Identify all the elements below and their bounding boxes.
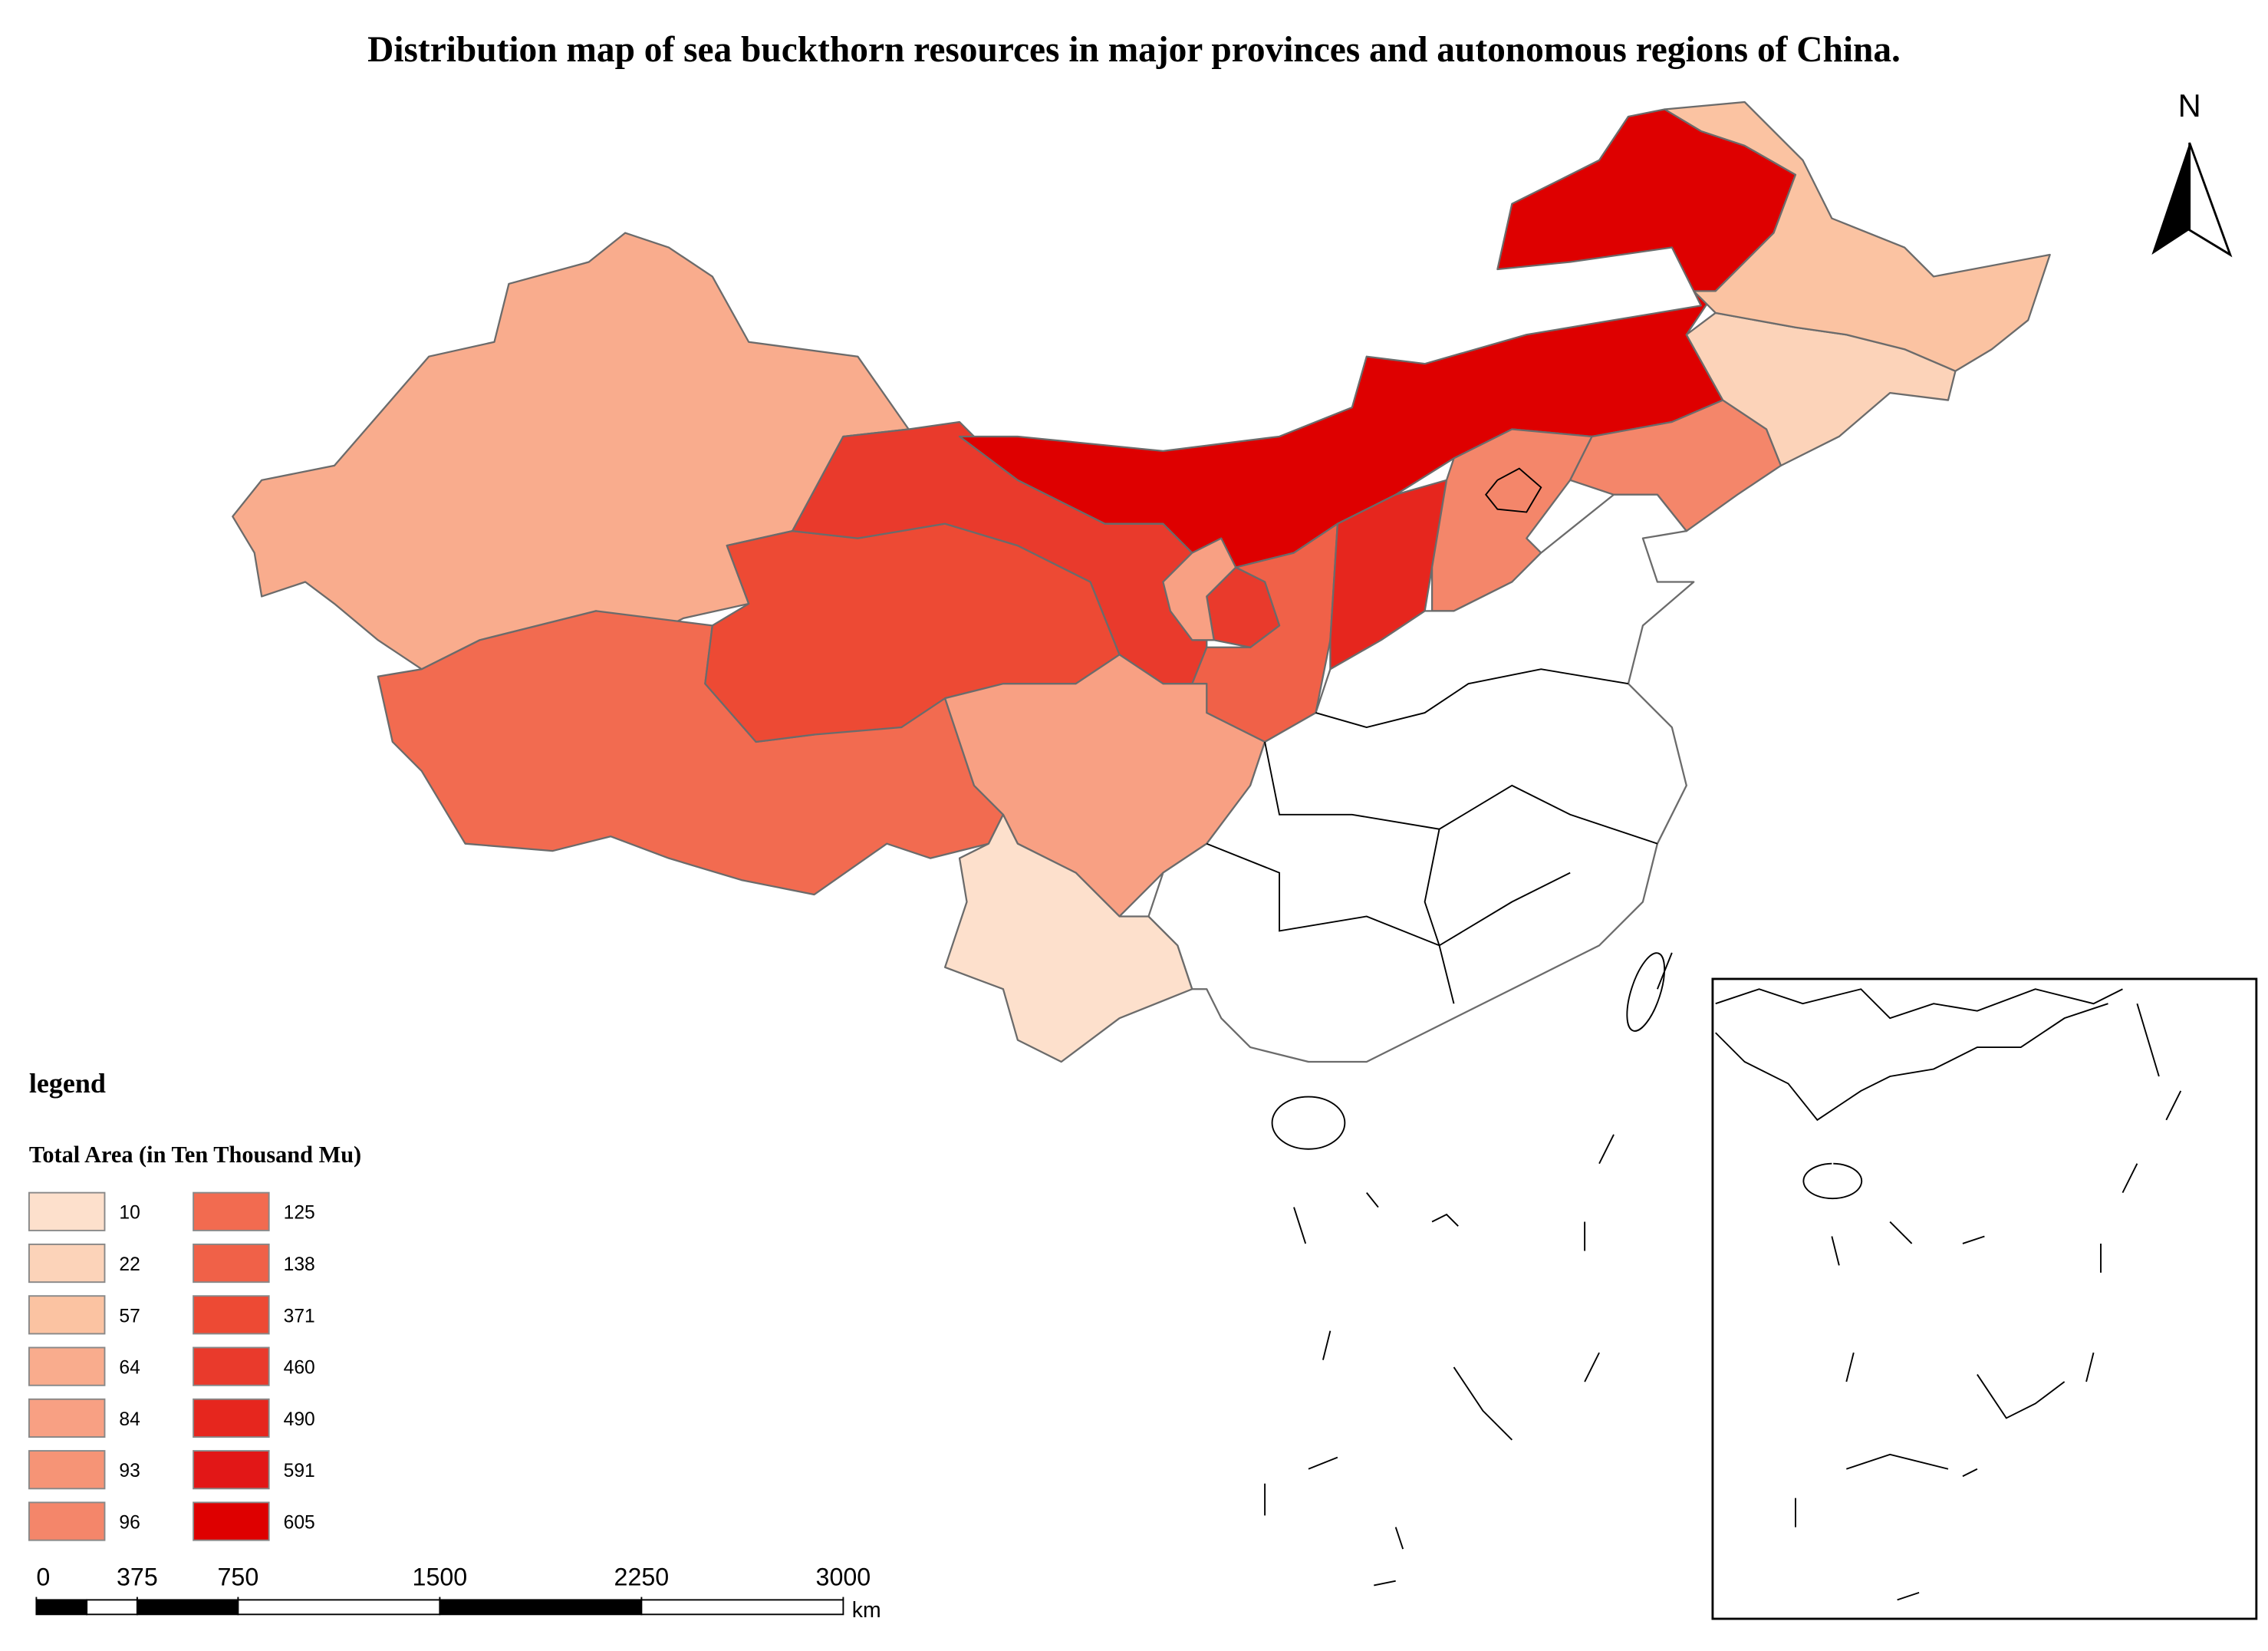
legend-swatch: [28, 1191, 106, 1231]
scale-segment: [439, 1599, 643, 1616]
scale-label: 2250: [614, 1563, 670, 1590]
hebei: [1430, 428, 1593, 612]
islands: [1264, 952, 1673, 1587]
legend-swatch: [193, 1501, 270, 1541]
scale-label: 3000: [816, 1563, 871, 1590]
scale-label: 0: [36, 1563, 50, 1590]
province-border: [1315, 668, 1629, 729]
legend-swatch: [28, 1398, 106, 1438]
scale-segment: [136, 1599, 239, 1616]
legend-swatch: [193, 1450, 270, 1490]
scale-segment: [86, 1599, 138, 1616]
legend: legend Total Area (in Ten Thousand Mu) 1…: [28, 1068, 361, 1541]
legend-label: 460: [284, 1358, 315, 1379]
taiwan: [1626, 952, 1666, 1032]
scale-segment: [237, 1599, 441, 1616]
legend-swatch: [28, 1450, 106, 1490]
province-border: [1424, 829, 1455, 1004]
scale-label: 750: [218, 1563, 259, 1590]
legend-label: 10: [119, 1203, 140, 1224]
legend-swatch: [193, 1243, 270, 1284]
legend-swatch: [28, 1501, 106, 1541]
legend-swatch: [28, 1295, 106, 1335]
gansu-east: [1162, 537, 1237, 641]
legend-swatch: [28, 1346, 106, 1386]
legend-swatch: [193, 1398, 270, 1438]
scale-unit: km: [852, 1598, 881, 1623]
legend-label: 490: [284, 1409, 315, 1430]
legend-label: 84: [119, 1409, 140, 1430]
scale-segment: [640, 1599, 844, 1616]
legend-label: 591: [284, 1461, 315, 1481]
inset-frame: [1711, 977, 2258, 1620]
legend-label: 22: [119, 1254, 140, 1275]
yunnan: [943, 813, 1193, 1063]
province-border: [1206, 842, 1571, 947]
legend-label: 371: [284, 1306, 315, 1326]
arrow-left: [2151, 143, 2190, 255]
legend-label: 125: [284, 1203, 315, 1224]
scale-label: 1500: [413, 1563, 468, 1590]
inset: [1711, 977, 2258, 1620]
arrow-right: [2188, 142, 2233, 258]
hainan: [1271, 1096, 1346, 1150]
provinces: [232, 101, 2051, 1587]
legend-label: 605: [284, 1512, 315, 1533]
legend-heading: legend: [29, 1068, 106, 1099]
scale-bar: 0 375 750 1500 2250 3000 km: [35, 1563, 881, 1623]
title: Distribution map of sea buckthorn resour…: [367, 30, 1901, 70]
province-border: [1485, 467, 1542, 513]
heilongjiang: [1664, 101, 2051, 372]
legend-label: 64: [119, 1358, 140, 1379]
inset-coast: [1715, 988, 2182, 1601]
legend-swatch: [193, 1295, 270, 1335]
scale-segment: [35, 1599, 88, 1616]
legend-label: 57: [119, 1306, 140, 1326]
legend-swatch: [28, 1243, 106, 1284]
legend-swatch: [193, 1191, 270, 1231]
scale-label: 375: [117, 1563, 158, 1590]
legend-label: 93: [119, 1461, 140, 1481]
north-label: N: [2178, 87, 2201, 124]
legend-label: 96: [119, 1512, 140, 1533]
legend-label: 138: [284, 1254, 315, 1275]
north-arrow: N: [2151, 87, 2233, 258]
legend-swatch: [193, 1346, 270, 1386]
liaoning: [1569, 399, 1782, 532]
legend-subtitle: Total Area (in Ten Thousand Mu): [29, 1142, 361, 1168]
